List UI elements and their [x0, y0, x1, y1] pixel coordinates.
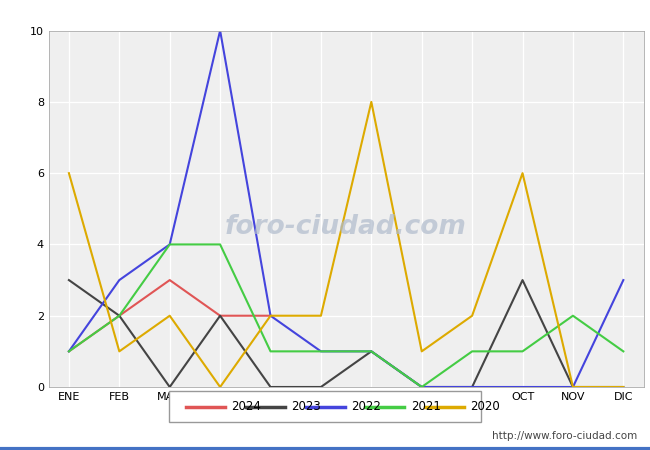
Text: 2021: 2021: [411, 400, 441, 413]
Text: 2024: 2024: [231, 400, 261, 413]
Text: http://www.foro-ciudad.com: http://www.foro-ciudad.com: [492, 432, 637, 441]
Text: 2020: 2020: [471, 400, 500, 413]
FancyBboxPatch shape: [169, 391, 481, 422]
Text: 2022: 2022: [351, 400, 381, 413]
Text: Matriculaciones de Vehiculos en Huerta: Matriculaciones de Vehiculos en Huerta: [161, 7, 489, 25]
Text: foro-ciudad.com: foro-ciudad.com: [225, 214, 467, 239]
Text: 2023: 2023: [291, 400, 321, 413]
